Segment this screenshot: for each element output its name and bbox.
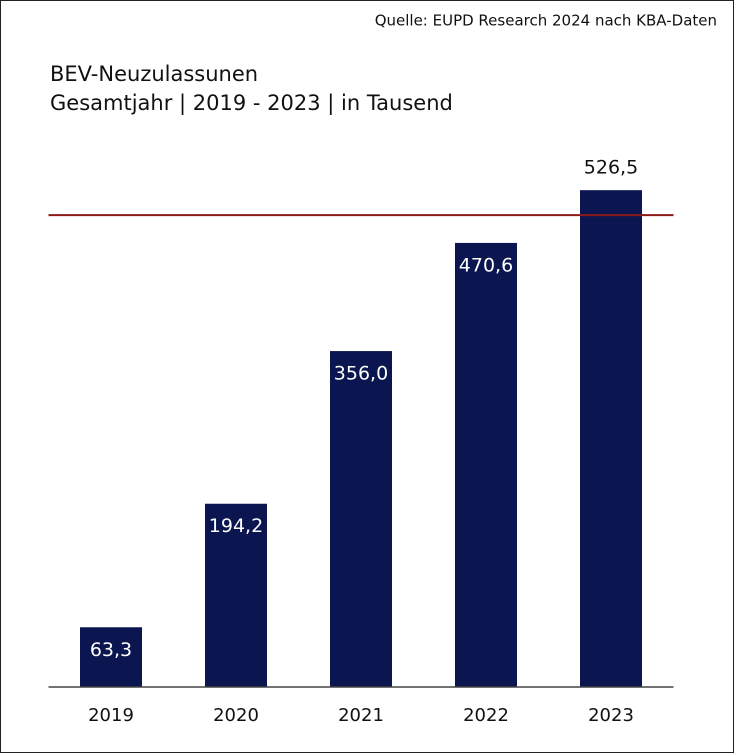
bar: [455, 242, 517, 687]
bar: [205, 503, 267, 687]
value-label: 63,3: [90, 639, 132, 661]
value-label: 526,5: [584, 157, 638, 179]
bar: [330, 351, 392, 687]
x-tick-label: 2020: [213, 705, 259, 726]
chart-subtitle: Gesamtjahr | 2019 - 2023 | in Tausend: [50, 91, 453, 116]
chart-title: BEV-Neuzulassunen: [50, 62, 258, 86]
x-tick-label: 2019: [88, 705, 134, 726]
value-label: 194,2: [209, 515, 263, 537]
bar: [80, 627, 142, 687]
value-label: 470,6: [459, 254, 513, 276]
source-note: Quelle: EUPD Research 2024 nach KBA-Date…: [375, 12, 717, 30]
x-tick-label: 2022: [463, 705, 509, 726]
bar: [580, 190, 642, 687]
value-label: 356,0: [334, 363, 388, 385]
x-tick-label: 2023: [588, 705, 634, 726]
x-tick-label: 2021: [338, 705, 384, 726]
